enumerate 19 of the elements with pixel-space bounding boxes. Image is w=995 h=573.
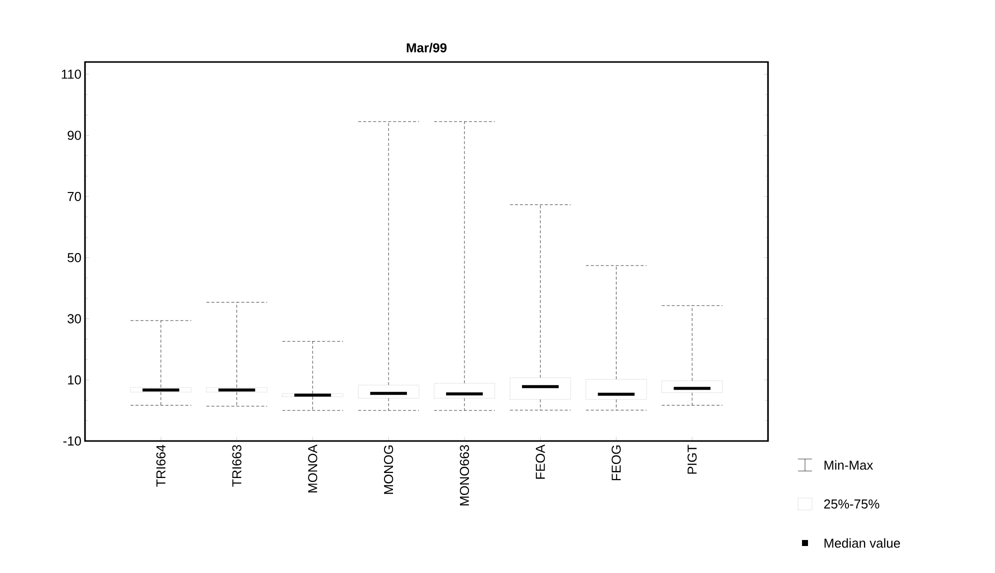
y-tick-label: 110 — [62, 70, 81, 79]
x-tick-label: MONOA — [308, 444, 318, 492]
text: Median value — [824, 538, 900, 548]
y-tick-label: 70 — [68, 192, 81, 202]
y-tick-label: 30 — [68, 314, 81, 324]
chart-title: Mar/99 — [406, 42, 447, 53]
x-tick-label: TRI664 — [156, 444, 166, 487]
y-tick-label: 90 — [68, 130, 81, 140]
text: Min-Max — [824, 460, 874, 470]
x-tick-label: MONO663 — [460, 445, 470, 506]
x-tick-label: FEOA — [536, 444, 545, 479]
x-tick-label: FEOG — [612, 445, 621, 480]
y-tick-label: 10 — [68, 375, 81, 384]
y-tick-label: -10 — [63, 436, 81, 446]
x-tick-label: MONOG — [384, 445, 394, 494]
y-tick-label: 50 — [68, 253, 81, 262]
x-tick-label: PIGT — [688, 444, 697, 474]
text: 25%-75% — [824, 499, 880, 509]
x-tick-label: TRI663 — [232, 445, 242, 487]
